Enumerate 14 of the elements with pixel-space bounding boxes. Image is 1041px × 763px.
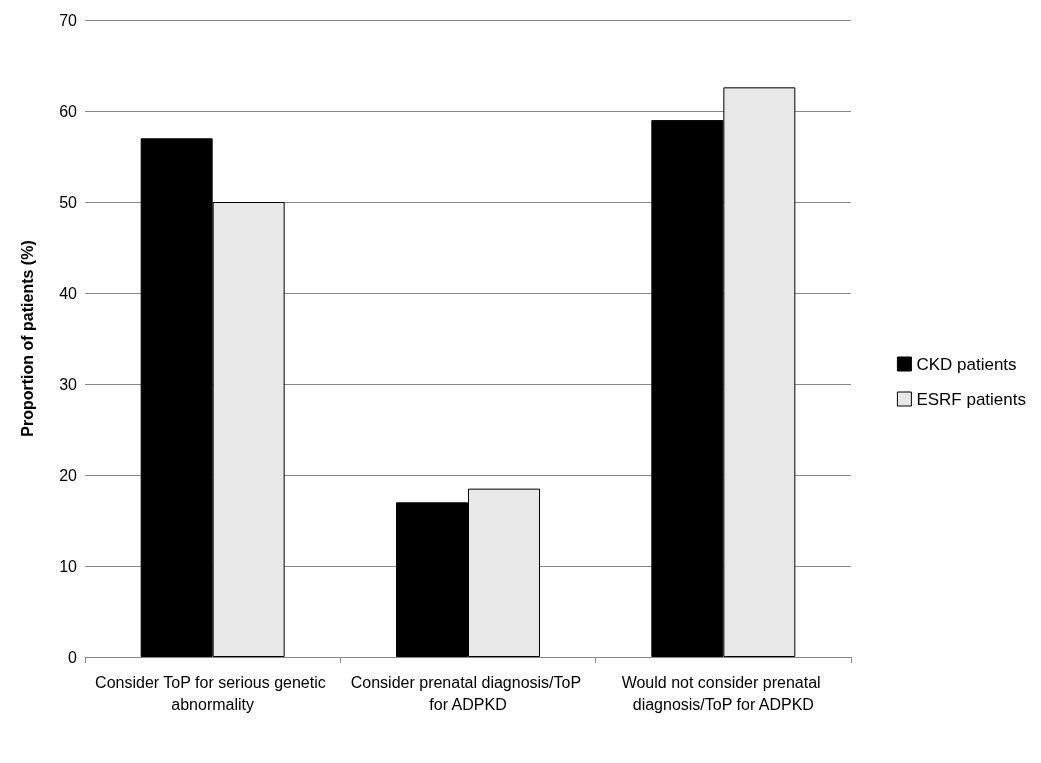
y-tick-label: 0 <box>68 648 78 666</box>
y-axis-title: Proportion of patients (%) <box>18 240 36 437</box>
y-tick-label: 50 <box>59 193 78 211</box>
x-tick-label: Would not consider prenatal diagnosis/ToP for ADPKD <box>621 673 826 713</box>
x-tick-label: Consider ToP for serious genetic abnormality <box>95 673 331 713</box>
y-tick-label: 10 <box>59 557 78 575</box>
y-tick-label: 60 <box>59 102 78 120</box>
y-tick-label: 20 <box>59 466 78 484</box>
legend-label: ESRF patients <box>916 389 1027 409</box>
y-tick-label: 30 <box>59 375 78 393</box>
x-tick-label: Consider prenatal diagnosis/ToP for ADPKD <box>350 673 586 713</box>
y-tick-label: 70 <box>59 11 78 29</box>
legend-label: CKD patients <box>916 354 1017 374</box>
y-tick-label: 40 <box>59 284 78 302</box>
